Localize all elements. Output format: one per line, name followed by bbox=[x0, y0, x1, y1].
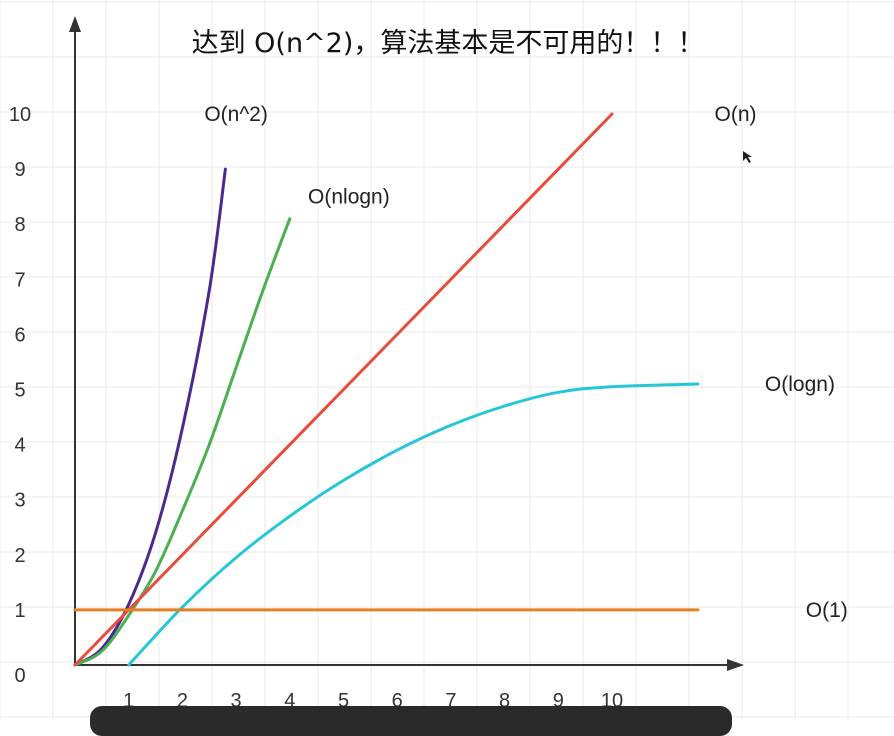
series-line-o-logn bbox=[127, 382, 700, 667]
series-lines bbox=[73, 112, 700, 667]
y-tick-label: 0 bbox=[14, 665, 25, 687]
y-tick-label: 8 bbox=[14, 214, 25, 236]
x-tick-label: 4 bbox=[284, 690, 295, 712]
series-label: O(nlogn) bbox=[308, 186, 390, 209]
chart-title: 达到 O(n^2)，算法基本是不可用的！！！ bbox=[192, 28, 705, 59]
y-tick-label: 10 bbox=[9, 104, 31, 126]
x-axis-arrow-icon bbox=[727, 659, 744, 671]
series-line-o-n-2 bbox=[73, 167, 227, 667]
series-label: O(n) bbox=[715, 103, 757, 126]
series-line-o-nlogn bbox=[73, 217, 292, 667]
x-tick-label: 9 bbox=[553, 690, 564, 712]
series-label: O(n^2) bbox=[204, 103, 268, 126]
series-label: O(logn) bbox=[765, 373, 835, 396]
axes bbox=[69, 16, 744, 671]
series-line-o-n bbox=[73, 112, 614, 667]
x-tick-label: 8 bbox=[499, 690, 510, 712]
x-tick-label: 3 bbox=[231, 690, 242, 712]
y-tick-label: 7 bbox=[14, 269, 25, 291]
y-axis-arrow-icon bbox=[69, 16, 81, 32]
series-label: O(1) bbox=[806, 599, 848, 622]
y-tick-label: 2 bbox=[14, 545, 25, 567]
y-tick-label: 6 bbox=[14, 324, 25, 346]
x-tick-label: 7 bbox=[445, 690, 456, 712]
y-tick-label: 4 bbox=[14, 435, 25, 457]
y-tick-label: 3 bbox=[14, 490, 25, 512]
x-tick-label: 1 bbox=[123, 690, 134, 712]
mouse-cursor-icon bbox=[743, 151, 752, 163]
y-tick-label: 5 bbox=[14, 380, 25, 402]
x-tick-label: 6 bbox=[392, 690, 403, 712]
grid bbox=[0, 0, 894, 719]
y-tick-label: 9 bbox=[14, 159, 25, 181]
x-tick-label: 2 bbox=[177, 690, 188, 712]
y-tick-label: 1 bbox=[14, 600, 25, 622]
video-control-bar[interactable] bbox=[90, 706, 732, 736]
series-labels: O(n^2) O(nlogn) O(n) O(logn) O(1) bbox=[204, 103, 847, 622]
x-tick-label: 5 bbox=[338, 690, 349, 712]
